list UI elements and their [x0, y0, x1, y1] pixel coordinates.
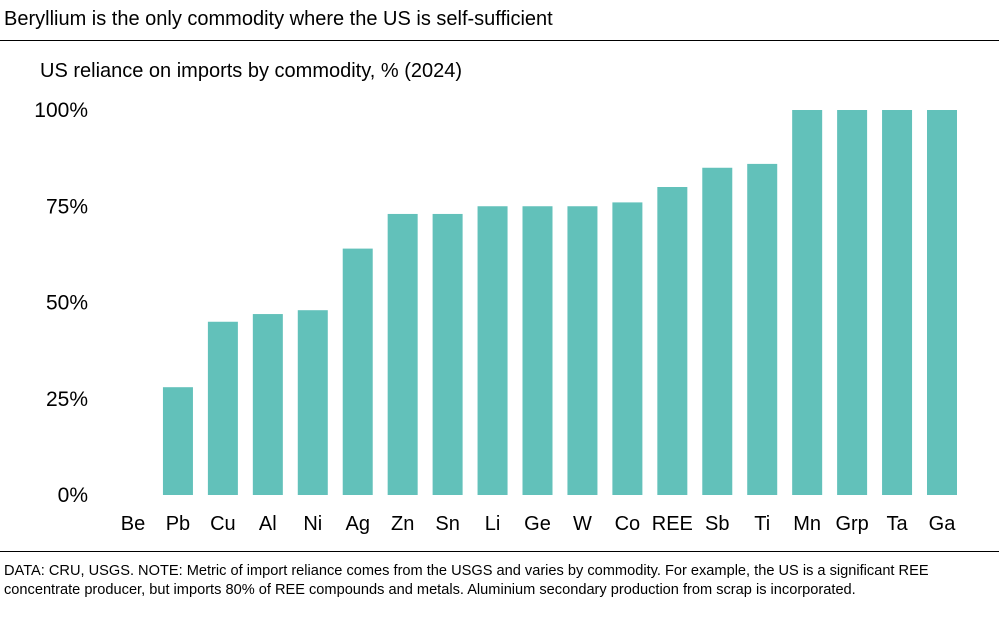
x-tick-label: Grp: [835, 513, 868, 535]
x-tick-label: W: [573, 513, 592, 535]
footer-divider: [0, 551, 999, 552]
bar-al: [252, 314, 283, 495]
bar-zn: [387, 213, 418, 495]
chart-title: Beryllium is the only commodity where th…: [4, 8, 553, 30]
bar-grp: [837, 110, 868, 495]
x-tick-label: Mn: [793, 513, 821, 535]
title-divider: [0, 40, 999, 41]
x-tick-label: Ag: [345, 513, 369, 535]
bar-pb: [162, 387, 193, 495]
bar-ni: [297, 310, 328, 495]
x-tick-label: Ni: [303, 513, 322, 535]
bar-w: [567, 206, 598, 495]
y-tick-label: 50%: [46, 292, 88, 315]
y-tick-label: 100%: [34, 99, 88, 122]
y-tick-label: 0%: [58, 484, 88, 507]
x-tick-label: Ge: [524, 513, 551, 535]
bar-cu: [207, 321, 238, 495]
x-tick-label: Ta: [886, 513, 908, 535]
bar-sn: [432, 213, 463, 495]
chart-subtitle: US reliance on imports by commodity, % (…: [40, 60, 463, 82]
x-tick-label: Co: [615, 513, 641, 535]
x-tick-label: REE: [652, 513, 693, 535]
bar-mn: [792, 110, 823, 495]
y-tick-label: 75%: [46, 195, 88, 218]
x-tick-label: Pb: [166, 513, 190, 535]
x-tick-label: Cu: [210, 513, 236, 535]
bar-ge: [522, 206, 553, 495]
y-tick-label: 25%: [46, 388, 88, 411]
x-tick-label: Sn: [435, 513, 459, 535]
bar-ta: [882, 110, 913, 495]
bar-li: [477, 206, 508, 495]
x-tick-label: Ga: [929, 513, 957, 535]
x-tick-label: Li: [485, 513, 501, 535]
bar-ga: [927, 110, 957, 495]
bar-sb: [702, 167, 733, 495]
x-tick-label: Be: [121, 513, 145, 535]
x-tick-label: Ti: [754, 513, 770, 535]
bar-ree: [657, 187, 688, 495]
bar-co: [612, 202, 643, 495]
source-note: DATA: CRU, USGS. NOTE: Metric of import …: [4, 563, 929, 598]
x-tick-label: Sb: [705, 513, 729, 535]
x-tick-label: Zn: [391, 513, 414, 535]
bar-ag: [342, 248, 373, 495]
bar-ti: [747, 163, 778, 495]
x-tick-label: Al: [259, 513, 277, 535]
